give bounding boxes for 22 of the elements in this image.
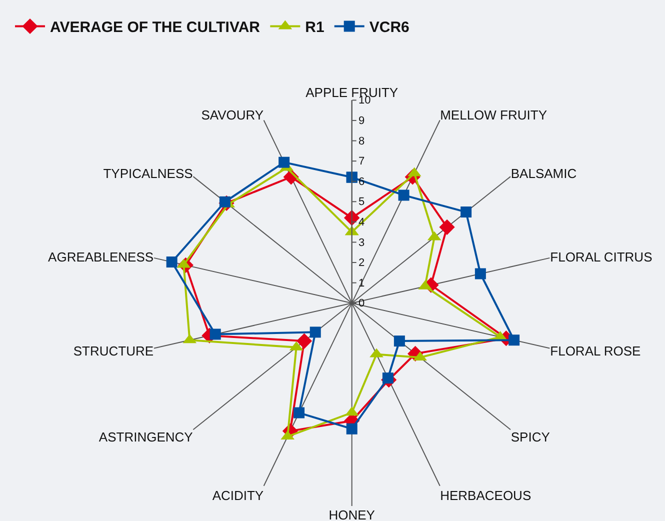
spoke-label: FLORAL ROSE <box>550 344 642 359</box>
spoke-label: SPICY <box>510 430 550 445</box>
legend-label: R1 <box>305 19 324 36</box>
spoke-label: SAVOURY <box>201 107 264 122</box>
legend-label: AVERAGE OF THE CULTIVAR <box>50 19 260 36</box>
y-tick-label: 7 <box>358 156 365 168</box>
spoke-label: MELLOW FRUITY <box>440 107 548 122</box>
spoke-label: HONEY <box>328 507 376 521</box>
spoke-label: HERBACEOUS <box>440 488 532 504</box>
y-tick-label: 2 <box>358 257 365 270</box>
y-tick-label: 3 <box>358 236 365 249</box>
spoke-label: BALSAMIC <box>510 166 577 182</box>
spoke-label: TYPICALNESS <box>103 166 194 182</box>
y-tick-label: 9 <box>358 115 365 128</box>
y-tick-label: 5 <box>358 196 365 208</box>
legend-label: VCR6 <box>369 19 410 36</box>
spoke-label: ACIDITY <box>212 488 264 504</box>
y-tick-label: 8 <box>358 135 365 148</box>
spoke-label: STRUCTURE <box>73 344 154 359</box>
spoke-label: AGREABLENESS <box>48 250 154 265</box>
spoke-label: FLORAL CITRUS <box>550 250 653 265</box>
spoke-label: ASTRINGENCY <box>98 430 194 445</box>
